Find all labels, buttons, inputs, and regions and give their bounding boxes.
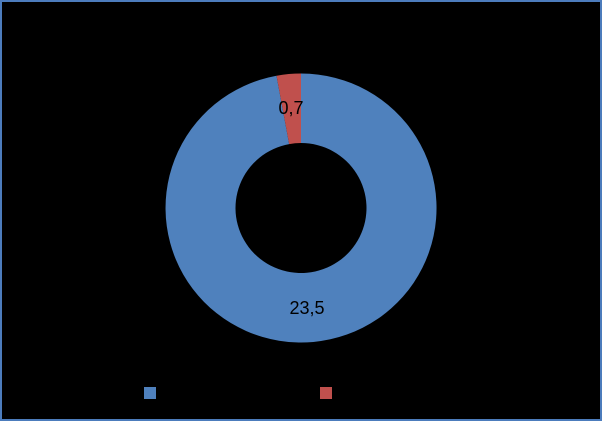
data-label-blue-segment: 23,5 <box>289 298 325 318</box>
donut-segment-red <box>276 73 301 145</box>
data-label-red-segment: 0,7 <box>278 98 304 118</box>
donut-segment-blue <box>165 73 437 343</box>
legend-swatch-red <box>320 387 332 399</box>
legend-swatch-blue <box>144 387 156 399</box>
